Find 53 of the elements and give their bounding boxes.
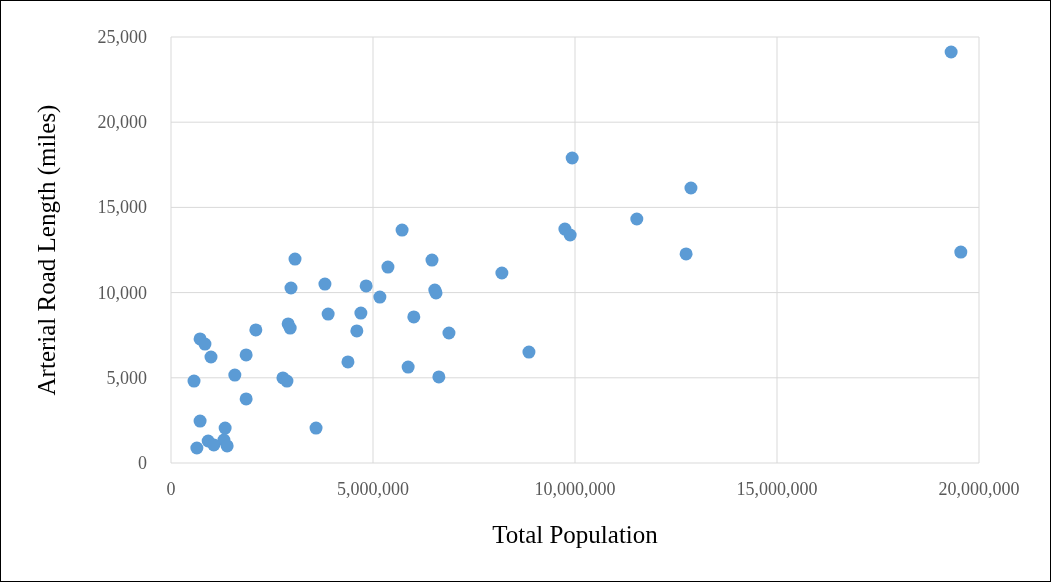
point bbox=[193, 414, 207, 428]
x-tick-label: 20,000,000 bbox=[938, 479, 1020, 499]
point bbox=[373, 290, 387, 304]
point bbox=[522, 345, 536, 359]
point bbox=[190, 441, 204, 455]
point bbox=[350, 324, 364, 338]
point bbox=[407, 310, 421, 324]
point bbox=[239, 348, 253, 362]
point bbox=[679, 247, 693, 261]
point bbox=[249, 323, 263, 337]
point bbox=[381, 260, 395, 274]
point bbox=[309, 421, 323, 435]
point bbox=[228, 368, 242, 382]
point bbox=[284, 281, 298, 295]
point bbox=[442, 326, 456, 340]
x-tick-label: 0 bbox=[166, 479, 176, 499]
point bbox=[218, 421, 232, 435]
point bbox=[563, 228, 577, 242]
point bbox=[341, 355, 355, 369]
point bbox=[954, 245, 968, 259]
point bbox=[283, 321, 297, 335]
point bbox=[944, 45, 958, 59]
point bbox=[359, 279, 373, 293]
point bbox=[204, 350, 218, 364]
point bbox=[425, 253, 439, 267]
point bbox=[495, 266, 509, 280]
point bbox=[239, 392, 253, 406]
x-tick-label: 15,000,000 bbox=[736, 479, 818, 499]
point bbox=[354, 306, 368, 320]
point bbox=[684, 181, 698, 195]
y-tick-label: 25,000 bbox=[97, 27, 147, 47]
point bbox=[187, 374, 201, 388]
point bbox=[318, 277, 332, 291]
point bbox=[401, 360, 415, 374]
point bbox=[321, 307, 335, 321]
point bbox=[220, 439, 234, 453]
y-tick-label: 15,000 bbox=[97, 197, 147, 218]
point bbox=[630, 212, 644, 226]
point bbox=[207, 438, 221, 452]
x-tick-label: 10,000,000 bbox=[534, 479, 616, 499]
y-tick-label: 20,000 bbox=[97, 112, 147, 133]
x-tick-label: 5,000,000 bbox=[337, 479, 409, 499]
y-tick-label: 10,000 bbox=[97, 282, 147, 303]
point bbox=[288, 252, 302, 266]
y-axis-title: Arterial Road Length (miles) bbox=[33, 104, 61, 396]
point bbox=[395, 223, 409, 237]
point bbox=[565, 151, 579, 165]
point bbox=[280, 374, 294, 388]
point bbox=[198, 337, 212, 351]
x-axis-title: Total Population bbox=[492, 521, 659, 548]
y-tick-label: 0 bbox=[138, 453, 147, 473]
y-tick-label: 5,000 bbox=[106, 367, 147, 388]
point bbox=[432, 370, 446, 384]
